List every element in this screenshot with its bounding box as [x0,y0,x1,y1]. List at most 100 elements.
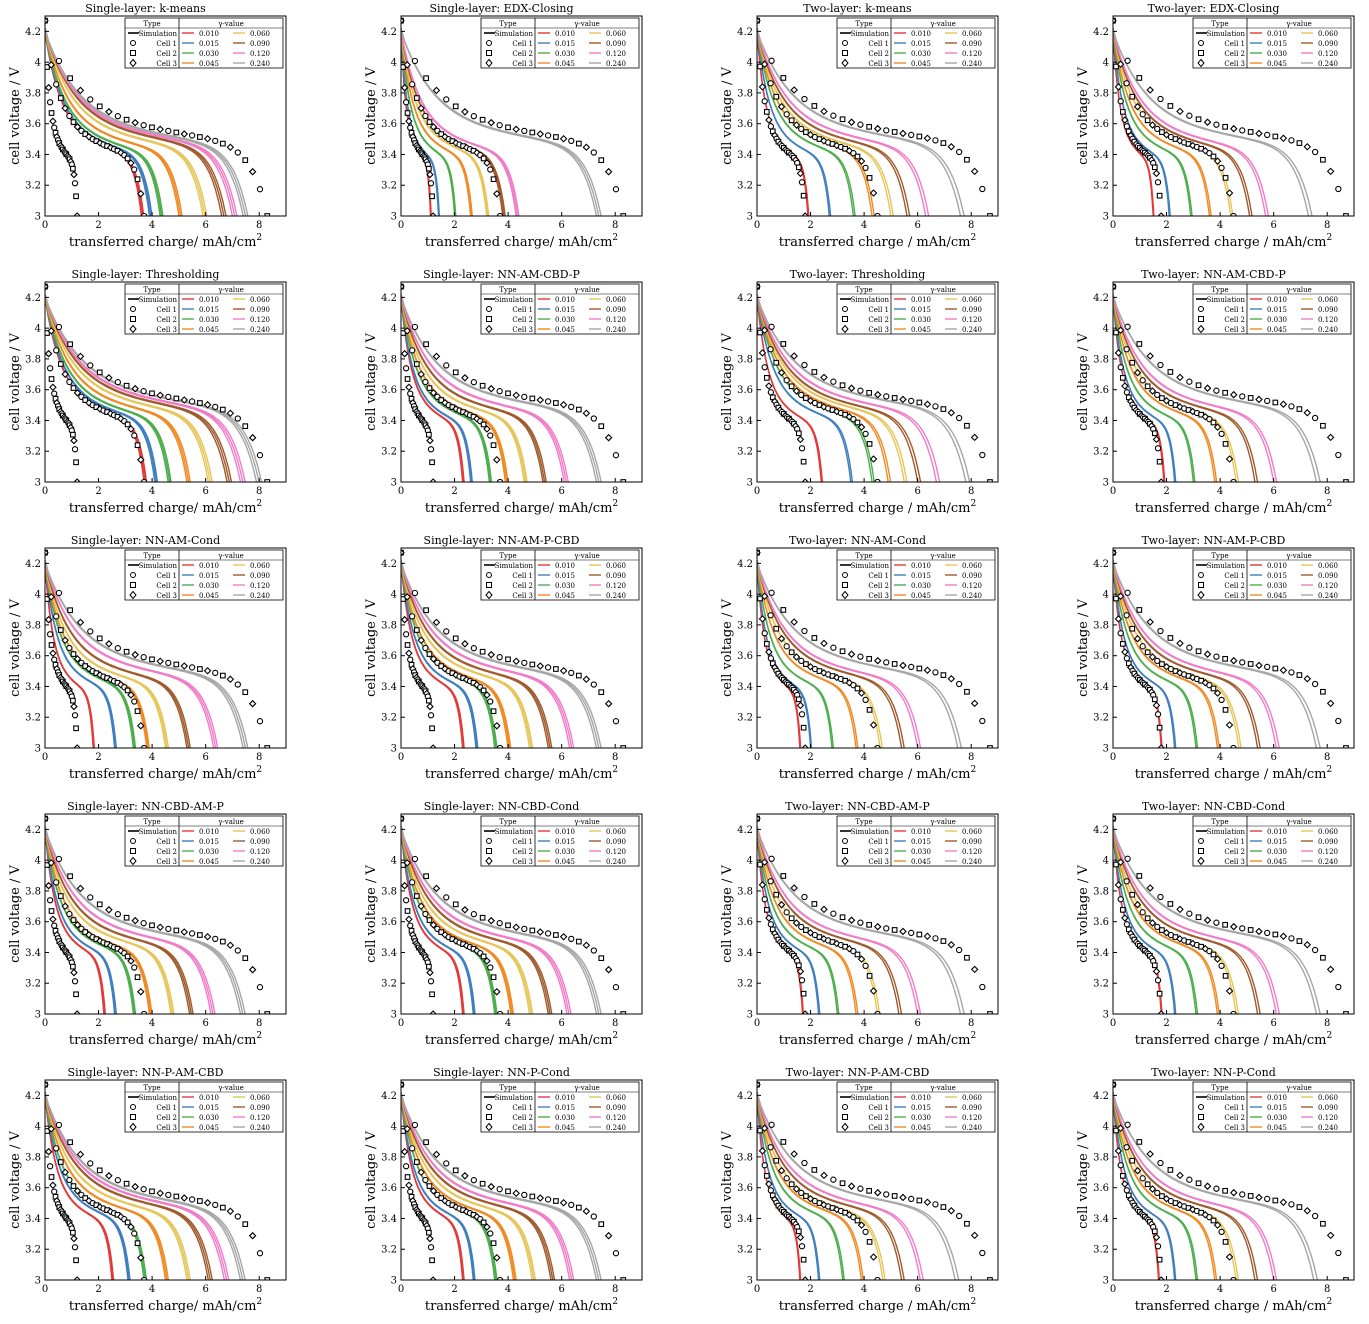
y-tick-label: 3.6 [381,917,397,928]
legend-gamma-title: γ-value [1286,1084,1312,1092]
cell-marker [46,631,54,638]
y-tick-label: 3.4 [1093,948,1109,959]
cell-marker [1124,589,1131,596]
cell-marker [1154,445,1162,452]
cell-marker [426,1234,434,1243]
cell-marker [866,655,872,662]
cell-marker [137,456,145,464]
y-tick-label: 4.2 [737,27,753,38]
series-line-0-030 [45,294,172,482]
legend-gamma-label: 0.015 [555,40,575,48]
x-axis-label-sup: 2 [612,233,618,243]
cell-marker [487,698,494,705]
cell-marker [402,99,410,106]
cell-marker [916,931,923,938]
cell-marker [493,722,501,730]
cell-marker [955,946,963,954]
axes-box [400,281,643,483]
legend-type-label: Simulation [1207,30,1246,38]
cell-marker [1123,612,1130,619]
x-tick-label: 6 [914,1018,920,1029]
y-tick-label: 3.4 [381,682,397,693]
cell-marker [582,675,591,684]
cell-marker [404,110,411,116]
legend-cell3-marker [1197,324,1205,334]
cell-marker [423,873,429,880]
cell-marker [1279,134,1288,143]
y-tick-label: 3.8 [25,886,41,897]
chart-title: Single-layer: NN-P-AM-CBD [68,1066,224,1079]
cell-marker [767,878,774,885]
series-line-0-015 [45,294,159,482]
legend-type-label: Cell 2 [1224,1114,1245,1122]
cell-marker [405,915,413,924]
legend-cell1-marker [130,572,136,578]
legend-gamma-label: 0.060 [250,562,270,570]
x-tick-label: 4 [149,752,155,763]
series-line-0-010 [401,560,465,748]
cell-marker [760,60,769,68]
cell-marker [777,634,786,643]
cell-marker [219,672,226,679]
series-line-0-120 [401,28,520,216]
cell-marker [790,1150,798,1158]
cell-marker [1335,983,1342,991]
cell-marker [1123,346,1130,353]
y-tick-label: 3.2 [25,181,41,192]
legend-type-title: Type [143,552,160,560]
cell-marker [575,406,582,413]
legend-gamma-label: 0.060 [962,1094,982,1102]
y-tick-label: 3 [747,1010,753,1021]
cell-marker [820,373,828,382]
cell-marker [134,442,141,449]
series-line-0-240 [1113,826,1321,1014]
legend-gamma-label: 0.045 [911,858,931,866]
cell-marker [800,458,807,465]
legend-type-title: Type [499,818,516,826]
legend-type-label: Cell 2 [156,316,177,324]
series-line-0-015 [401,560,478,748]
legend-gamma-label: 0.045 [199,1124,219,1132]
cell-marker [73,655,82,663]
cell-marker [403,327,411,335]
cell-marker [496,122,503,129]
cell-marker [1156,1256,1163,1263]
cell-marker [401,330,406,336]
cell-marker [256,186,264,193]
x-tick-label: 8 [256,1284,262,1295]
cell-marker [212,669,219,677]
x-tick-label: 0 [1110,220,1116,231]
x-axis-label-sup: 2 [256,499,262,509]
series-line-0-090 [1113,294,1259,482]
cell-marker [51,390,58,397]
y-tick-label: 3.6 [25,1183,41,1194]
cell-marker [760,1124,769,1132]
series-line-0-030 [1113,1092,1199,1280]
cell-marker [832,141,841,150]
legend-gamma-label: 0.090 [606,572,626,580]
cell-marker [883,1191,890,1198]
plot-area [757,814,993,1014]
y-tick-label: 3.4 [1093,150,1109,161]
cell-marker [46,99,54,106]
cell-marker [845,944,854,953]
cell-marker [57,361,64,367]
cell-marker [48,1174,55,1180]
legend-type-label: Cell 1 [868,572,889,580]
y-tick-label: 3.6 [1093,917,1109,928]
y-tick-label: 3.6 [381,1183,397,1194]
legend-type-label: Cell 3 [156,326,177,334]
cell-marker [598,955,605,962]
legend-gamma-label: 0.240 [606,326,626,334]
cell-marker [165,127,172,135]
cell-marker [1222,389,1228,396]
cell-marker [438,1195,445,1201]
cell-marker [188,930,196,937]
cell-marker [173,395,180,402]
cell-marker [105,1172,113,1180]
series-line-0-240 [757,826,965,1014]
cell-marker [866,389,872,396]
cell-marker [403,61,411,69]
cell-marker [413,627,420,633]
cell-marker [765,914,773,922]
